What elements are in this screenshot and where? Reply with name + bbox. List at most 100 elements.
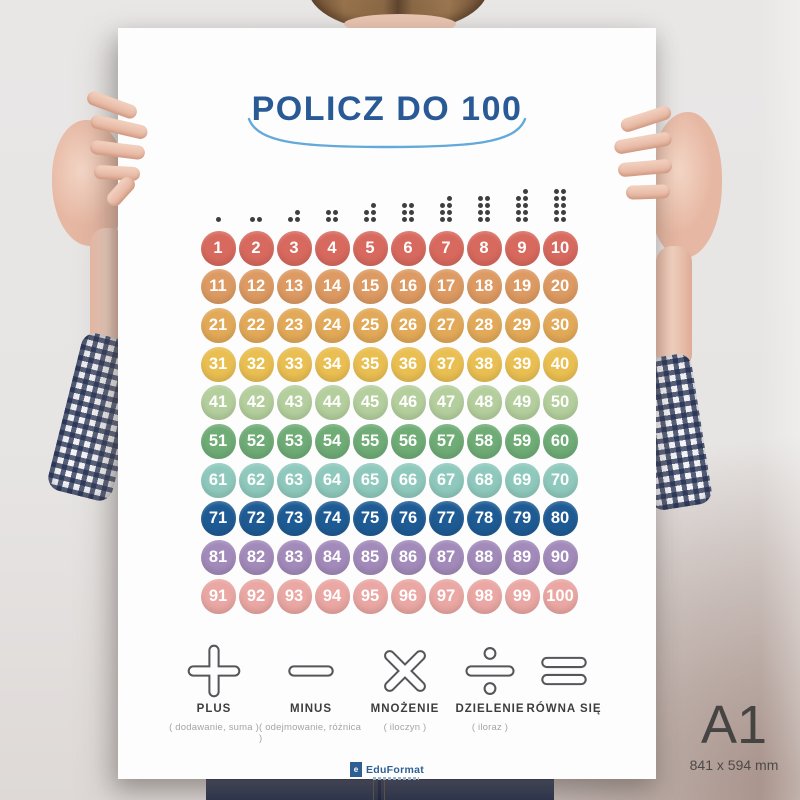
operation-sublabel: ( iloraz ) xyxy=(471,722,509,733)
operation-label: MINUS xyxy=(289,703,333,715)
number-cell: 16 xyxy=(390,269,426,305)
number-cell: 23 xyxy=(276,307,312,343)
count-dot xyxy=(325,217,331,222)
number-cell: 19 xyxy=(504,269,540,305)
number-cell: 87 xyxy=(428,540,464,576)
number-cell: 26 xyxy=(390,307,426,343)
count-dot xyxy=(523,196,529,201)
number-cell: 56 xyxy=(390,424,426,459)
number-cell: 96 xyxy=(390,578,426,614)
count-dot xyxy=(401,203,407,208)
size-badge: A1 841 x 594 mm xyxy=(676,698,792,773)
count-dot xyxy=(523,203,529,208)
count-dot xyxy=(485,203,491,208)
number-cell: 76 xyxy=(390,501,426,537)
count-dot xyxy=(561,203,567,208)
count-dot xyxy=(447,217,453,222)
operation-label: RÓWNA SIĘ xyxy=(526,703,602,715)
number-cell: 14 xyxy=(314,269,350,305)
count-dot xyxy=(523,217,529,222)
number-cell: 61 xyxy=(200,462,236,498)
count-dot xyxy=(249,217,255,222)
jeans-center-seam xyxy=(378,776,381,800)
number-cell: 35 xyxy=(352,346,388,382)
number-cell: 64 xyxy=(314,462,350,498)
number-cell: 11 xyxy=(200,269,236,305)
count-dot xyxy=(485,196,491,201)
number-cell: 1 xyxy=(200,230,236,266)
right-finger xyxy=(625,184,671,200)
counting-dots xyxy=(118,28,656,779)
left-hand-palm xyxy=(52,120,127,246)
count-dot xyxy=(523,210,529,215)
number-cell: 79 xyxy=(504,501,540,537)
number-cell: 60 xyxy=(542,424,578,459)
count-dot xyxy=(287,217,293,222)
number-cell: 72 xyxy=(238,501,274,537)
number-cell: 70 xyxy=(542,462,578,498)
count-dot xyxy=(371,203,377,208)
number-cell: 38 xyxy=(466,346,502,382)
number-cell: 43 xyxy=(276,385,312,421)
number-cell: 84 xyxy=(314,540,350,576)
number-cell: 30 xyxy=(542,307,578,343)
count-dot xyxy=(553,203,559,208)
count-dot xyxy=(409,217,415,222)
number-cell: 100 xyxy=(542,578,578,614)
count-dot xyxy=(447,196,453,201)
number-cell: 37 xyxy=(428,346,464,382)
number-cell: 68 xyxy=(466,462,502,498)
number-cell: 12 xyxy=(238,269,274,305)
number-cell: 52 xyxy=(238,424,274,459)
number-cell: 58 xyxy=(466,424,502,459)
size-label: A1 xyxy=(700,695,768,755)
count-dot xyxy=(215,217,221,222)
number-cell: 93 xyxy=(276,578,312,614)
number-cell: 31 xyxy=(200,346,236,382)
number-cell: 36 xyxy=(390,346,426,382)
count-dot xyxy=(295,210,301,215)
number-cell: 33 xyxy=(276,346,312,382)
number-cell: 42 xyxy=(238,385,274,421)
count-dot xyxy=(371,217,377,222)
logo-icon: e xyxy=(349,762,362,777)
number-cell: 18 xyxy=(466,269,502,305)
count-dot xyxy=(515,210,521,215)
equals-icon xyxy=(541,656,587,686)
number-cell: 20 xyxy=(542,269,578,305)
number-cell: 9 xyxy=(504,230,540,266)
count-dot xyxy=(401,210,407,215)
jeans-stitch xyxy=(384,778,385,800)
count-dot xyxy=(477,210,483,215)
number-cell: 49 xyxy=(504,385,540,421)
count-dot xyxy=(409,203,415,208)
number-cell: 57 xyxy=(428,424,464,459)
jeans-stitch xyxy=(373,778,374,800)
count-dot xyxy=(553,189,559,194)
operation-sublabel: ( odejmowanie, różnica ) xyxy=(259,722,362,744)
number-cell: 81 xyxy=(200,540,236,576)
number-cell: 17 xyxy=(428,269,464,305)
title-underline-path xyxy=(247,117,527,149)
operation-multiply: MNOŻENIE ( iloczyn ) xyxy=(353,644,457,733)
count-dot xyxy=(515,203,521,208)
number-cell: 13 xyxy=(276,269,312,305)
number-cell: 28 xyxy=(466,307,502,343)
count-dot xyxy=(523,189,529,194)
right-forearm xyxy=(656,246,692,370)
number-cell: 83 xyxy=(276,540,312,576)
count-dot xyxy=(401,217,407,222)
number-cell: 66 xyxy=(390,462,426,498)
number-cell: 34 xyxy=(314,346,350,382)
count-dot xyxy=(553,196,559,201)
poster-title: POLICZ DO 100 xyxy=(251,90,523,128)
count-dot xyxy=(257,217,263,222)
count-dot xyxy=(553,217,559,222)
number-cell: 50 xyxy=(542,385,578,421)
number-cell: 99 xyxy=(504,578,540,614)
number-cell: 48 xyxy=(466,385,502,421)
number-cell: 25 xyxy=(352,307,388,343)
count-dot xyxy=(363,217,369,222)
number-cell: 82 xyxy=(238,540,274,576)
count-dot xyxy=(371,210,377,215)
